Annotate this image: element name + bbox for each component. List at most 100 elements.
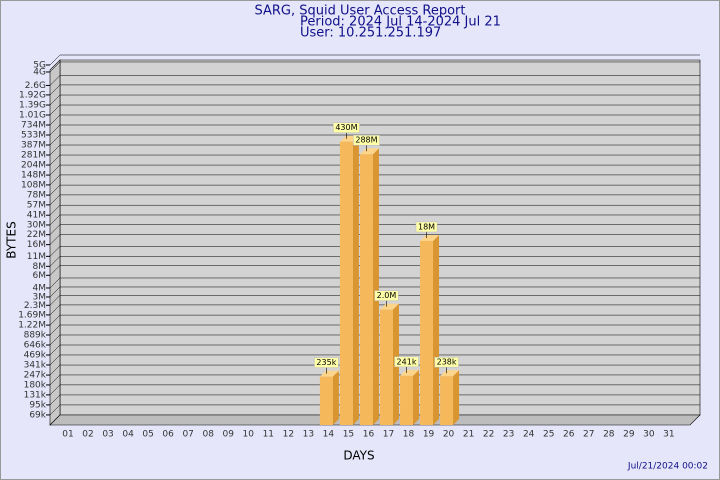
grid-line-side bbox=[49, 144, 61, 156]
grid-line-side bbox=[49, 61, 61, 73]
value-label-box bbox=[394, 356, 419, 368]
grid-line-side bbox=[49, 214, 61, 226]
bar bbox=[339, 141, 353, 425]
grid-line-side bbox=[49, 324, 61, 336]
x-tick-label: 23 bbox=[503, 430, 514, 440]
value-label: 18M bbox=[418, 222, 435, 231]
x-tick-label: 21 bbox=[463, 430, 474, 440]
grid-line-side bbox=[49, 277, 61, 289]
y-tick-label: 387M bbox=[21, 141, 46, 151]
value-label-box bbox=[434, 356, 459, 368]
bar-top bbox=[400, 369, 420, 376]
y-tick-label: 16M bbox=[27, 240, 46, 250]
x-tick-label: 19 bbox=[423, 430, 435, 440]
y-tick-label: 30M bbox=[27, 220, 46, 230]
bar-top bbox=[440, 370, 460, 377]
bar-top bbox=[319, 370, 339, 377]
x-tick-label: 07 bbox=[182, 430, 193, 440]
bar-side bbox=[433, 234, 440, 425]
grid-line-side bbox=[49, 246, 61, 257]
x-tick-label: 27 bbox=[583, 430, 594, 440]
bar bbox=[440, 376, 454, 425]
x-tick-label: 04 bbox=[122, 430, 134, 440]
x-tick-label: 12 bbox=[283, 430, 294, 440]
grid-line-side bbox=[49, 304, 61, 316]
x-tick-label: 24 bbox=[523, 430, 535, 440]
value-label-box bbox=[333, 122, 360, 133]
value-label: 241k bbox=[397, 357, 417, 366]
y-tick-label: 11M bbox=[27, 252, 46, 262]
value-label: 430M bbox=[335, 123, 357, 132]
grid-line-side bbox=[49, 84, 61, 96]
value-label-box bbox=[374, 290, 399, 301]
x-tick-label: 25 bbox=[543, 430, 554, 440]
grid-line-side bbox=[49, 314, 61, 326]
y-tick-label: 469k bbox=[24, 351, 47, 361]
user: User: 10.251.251.197 bbox=[300, 26, 441, 41]
y-tick-label: 204M bbox=[21, 161, 46, 171]
x-tick-label: 08 bbox=[202, 430, 214, 440]
y-tick-label: 533M bbox=[21, 131, 46, 141]
y-tick-label: 8M bbox=[33, 262, 47, 272]
grid-line-side bbox=[49, 104, 61, 116]
grid-line-side bbox=[49, 194, 61, 206]
grid-line-side bbox=[49, 265, 61, 276]
bar-side bbox=[413, 369, 420, 425]
y-tick-label: 4G bbox=[33, 67, 46, 77]
y-tick-label: 69k bbox=[29, 410, 46, 420]
grid-line-side bbox=[49, 164, 61, 176]
y-tick-label: 2.6G bbox=[25, 81, 46, 91]
x-tick-label: 11 bbox=[263, 430, 274, 440]
grid-line-side bbox=[49, 174, 61, 186]
value-label-box bbox=[415, 221, 438, 233]
grid-line-side bbox=[49, 384, 61, 396]
grid-line-side bbox=[49, 234, 61, 245]
grid-line-side bbox=[49, 184, 61, 196]
x-tick-label: 03 bbox=[102, 430, 113, 440]
y-tick-label: 2.3M bbox=[24, 301, 46, 311]
x-tick-label: 15 bbox=[343, 430, 354, 440]
chart-title: SARG, Squid User Access Report bbox=[255, 4, 466, 19]
bar bbox=[400, 375, 414, 425]
value-label: 238k bbox=[437, 358, 457, 367]
bar bbox=[420, 240, 434, 425]
y-tick-label: 5G bbox=[33, 61, 46, 71]
y-tick-label: 78M bbox=[27, 191, 46, 201]
value-label: 235k bbox=[316, 358, 336, 367]
x-tick-label: 22 bbox=[483, 430, 494, 440]
grid-line-side bbox=[49, 286, 61, 298]
y-tick-label: 889k bbox=[24, 331, 47, 341]
bar-top bbox=[379, 303, 399, 310]
y-tick-label: 281M bbox=[21, 151, 46, 161]
y-tick-label: 22M bbox=[27, 230, 46, 240]
y-tick-label: 131k bbox=[24, 390, 47, 400]
grid-line-side bbox=[49, 54, 61, 66]
y-tick-label: 95k bbox=[29, 400, 46, 410]
y-tick-label: 247k bbox=[24, 371, 47, 381]
grid-line-side bbox=[49, 344, 61, 356]
y-axis-label: BYTES bbox=[5, 221, 19, 258]
timestamp: Jul/21/2024 00:02 bbox=[627, 462, 708, 472]
grid-line-side bbox=[49, 364, 61, 376]
y-tick-label: 180k bbox=[24, 380, 47, 390]
grid-line-side bbox=[49, 295, 61, 306]
grid-line-side bbox=[49, 334, 61, 346]
y-tick-label: 6M bbox=[33, 271, 47, 281]
bar-side bbox=[372, 148, 379, 426]
x-tick-label: 26 bbox=[563, 430, 575, 440]
y-tick-label: 57M bbox=[27, 200, 46, 210]
x-tick-label: 17 bbox=[383, 430, 394, 440]
value-label: 2.0M bbox=[377, 291, 397, 300]
y-tick-label: 341k bbox=[24, 360, 47, 370]
y-tick-label: 4M bbox=[33, 283, 47, 293]
bar bbox=[319, 376, 333, 425]
y-tick-label: 734M bbox=[21, 120, 46, 130]
bar bbox=[379, 309, 393, 425]
x-tick-label: 30 bbox=[643, 430, 655, 440]
y-tick-label: 148M bbox=[21, 171, 46, 181]
period: Period: 2024 Jul 14-2024 Jul 21 bbox=[300, 15, 501, 30]
grid-line-side bbox=[49, 354, 61, 366]
bar-side bbox=[332, 370, 339, 425]
y-tick-label: 1.69M bbox=[18, 310, 46, 320]
